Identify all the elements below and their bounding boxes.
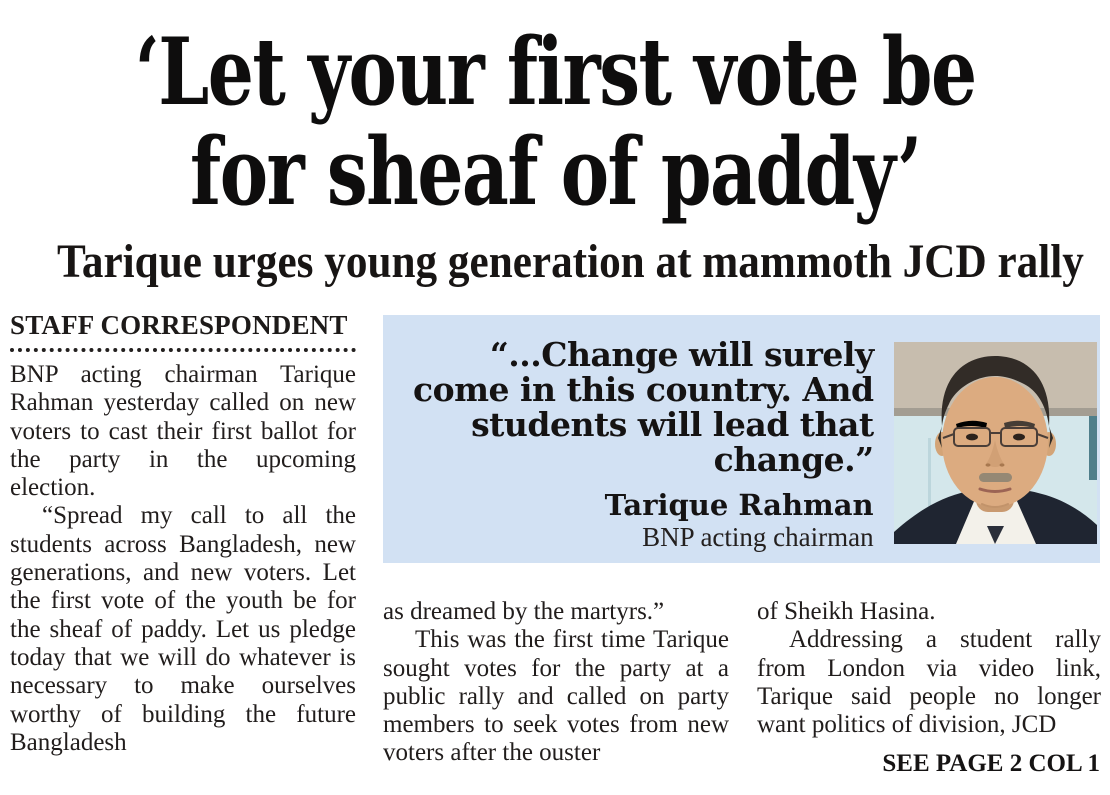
body-paragraph: This was the first time Tarique sought v… [383, 626, 729, 767]
photo-hair [941, 356, 1049, 426]
right-column: of Sheikh Hasina. Addressing a student r… [757, 598, 1101, 739]
glasses-icon [942, 427, 1048, 447]
headline-line-1-text: ‘Let your first vote be [134, 17, 978, 126]
quote-line: “...Change will surely [489, 335, 874, 374]
pull-quote-text: “...Change will surely come in this coun… [383, 315, 894, 552]
photo-face [934, 356, 1056, 512]
headline: ‘Let your first vote be for sheaf of pad… [0, 22, 1110, 222]
subheadline: Tarique urges young generation at mammot… [0, 234, 1110, 290]
quote-attribution-title: BNP acting chairman [642, 522, 874, 552]
continuation-notice: SEE PAGE 2 COL 1 [882, 750, 1100, 777]
headline-line-2: for sheaf of paddy’ [0, 122, 1110, 222]
quote-attribution-name: Tarique Rahman [604, 488, 874, 522]
byline: STAFF CORRESPONDENT [10, 310, 348, 340]
subheadline-text: Tarique urges young generation at mammot… [57, 235, 1084, 288]
headline-line-1: ‘Let your first vote be [0, 22, 1110, 122]
middle-column: as dreamed by the martyrs.” This was the… [383, 598, 729, 768]
left-column: STAFF CORRESPONDENT BNP acting chairman … [10, 309, 356, 757]
body-paragraph: “Spread my call to all the students acro… [10, 502, 356, 756]
body-paragraph: Addressing a student rally from London v… [757, 626, 1101, 739]
body-paragraph: of Sheikh Hasina. [757, 598, 936, 625]
photo-shirt [955, 492, 1036, 544]
photo-suit [893, 489, 1097, 544]
tarique-rahman-photo [893, 342, 1097, 544]
dotted-divider [10, 348, 356, 352]
quote-line: come in this country. And [413, 370, 874, 409]
quote-line: students will lead that [471, 405, 874, 444]
body-paragraph: as dreamed by the martyrs.” [383, 598, 665, 625]
headline-line-2-text: for sheaf of paddy’ [189, 117, 922, 226]
pull-quote-box: “...Change will surely come in this coun… [383, 315, 1100, 563]
quote-line: change.” [713, 440, 875, 479]
body-paragraph: BNP acting chairman Tarique Rahman yeste… [10, 361, 356, 502]
